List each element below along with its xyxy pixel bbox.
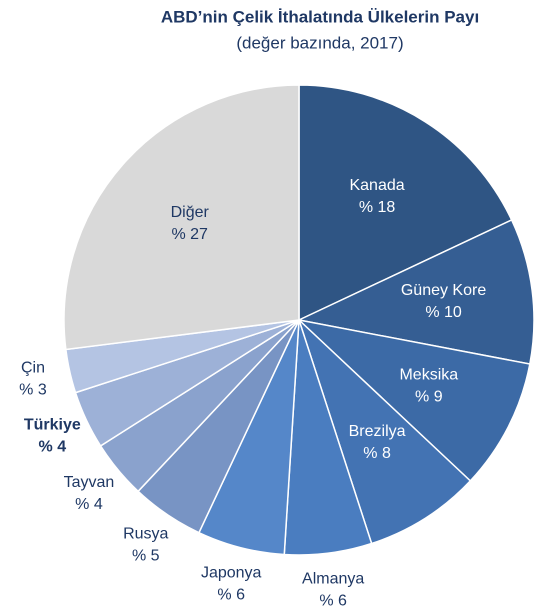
slice-label: Kanada xyxy=(349,177,404,194)
slice-value-label: % 6 xyxy=(217,586,245,603)
slice-label: Diğer xyxy=(171,204,210,221)
chart-subtitle: (değer bazında, 2017) xyxy=(236,33,403,52)
slice-value-label: % 3 xyxy=(19,382,47,399)
slice-label: Tayvan xyxy=(64,474,115,491)
slice-value-label: % 8 xyxy=(363,445,391,462)
slice-value-label: % 27 xyxy=(171,226,208,243)
slice-label: Çin xyxy=(21,360,45,377)
slice-label: Brezilya xyxy=(349,423,406,440)
slice-label: Türkiye xyxy=(24,416,81,433)
slice-label: Rusya xyxy=(123,526,168,543)
slice-value-label: % 18 xyxy=(359,199,396,216)
slice-value-label: % 4 xyxy=(39,438,67,455)
pie-slice xyxy=(298,319,472,545)
slice-value-label: % 4 xyxy=(75,496,103,513)
slice-value-label: % 9 xyxy=(415,388,443,405)
pie-slice xyxy=(296,218,535,365)
pie-slice xyxy=(63,84,300,351)
chart-title: ABD’nin Çelik İthalatında Ülkelerin Payı xyxy=(161,7,479,26)
slice-label: Almanya xyxy=(302,571,364,588)
slice-value-label: % 6 xyxy=(319,593,347,610)
slice-label: Meksika xyxy=(399,366,458,383)
slice-label: Güney Kore xyxy=(401,282,486,299)
pie-slice xyxy=(298,84,513,322)
pie-slice xyxy=(296,318,531,482)
slice-value-label: % 5 xyxy=(132,548,160,565)
slice-value-label: % 10 xyxy=(425,304,462,321)
slice-label: Japonya xyxy=(201,564,262,581)
